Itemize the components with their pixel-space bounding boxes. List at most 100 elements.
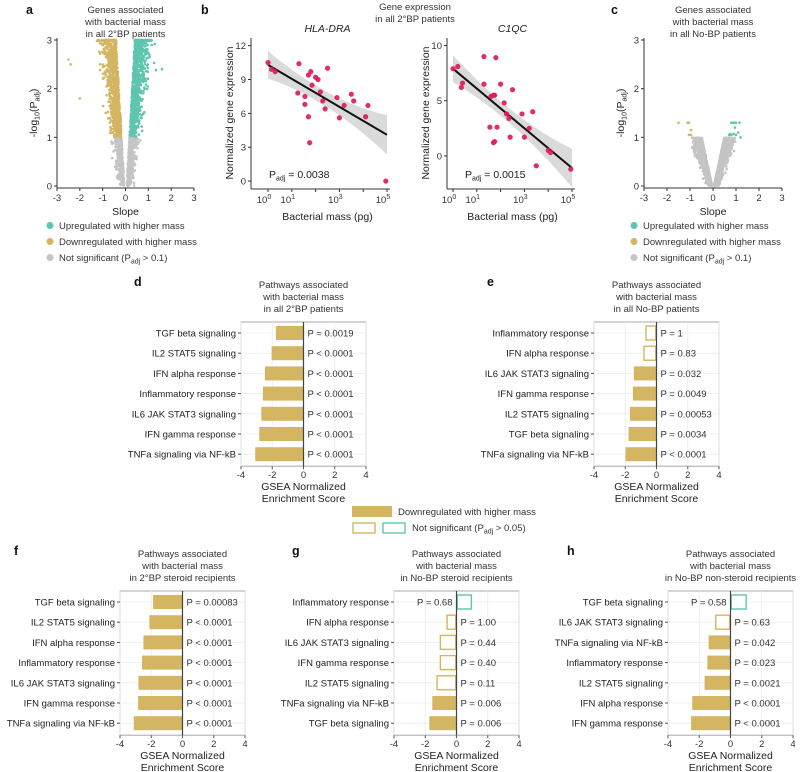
x-tick-label: -2 (76, 193, 84, 204)
gene-point (704, 159, 707, 162)
gene-point (121, 183, 125, 186)
gene-point (129, 161, 133, 164)
gene-point (69, 63, 72, 66)
gene-point (152, 61, 156, 65)
y-tick-label: 10 (431, 41, 442, 52)
gene-point (136, 109, 140, 113)
gene-point (120, 145, 123, 148)
gene-point (112, 110, 116, 114)
y-tick-label: 0 (241, 177, 246, 188)
sample-point (317, 89, 323, 95)
gene-point (132, 65, 136, 69)
gene-point (133, 142, 136, 146)
gene-point (142, 71, 145, 74)
gene-point (95, 39, 99, 42)
y-tick-label: 2 (47, 84, 52, 95)
regression-line (267, 63, 388, 136)
gene-point (134, 131, 138, 135)
gene-point (117, 136, 121, 140)
gene-point (114, 59, 117, 63)
y-axis-label: -log10​(Padj​) (615, 89, 629, 138)
gene-point (106, 39, 109, 42)
gene-point (139, 58, 143, 62)
gene-point (138, 51, 141, 54)
gene-point (108, 131, 112, 135)
gene-point (128, 172, 132, 176)
gene-point (111, 73, 114, 77)
gene-point (133, 50, 136, 53)
gene-point (142, 56, 146, 59)
gene-point (146, 63, 149, 66)
gene-point (101, 63, 105, 66)
sample-point (455, 63, 461, 70)
sample-point (320, 98, 326, 104)
gene-point (693, 152, 697, 155)
gene-point (724, 171, 727, 174)
plot-title: in all 2°BP patients (375, 14, 455, 25)
gene-point (114, 82, 118, 85)
gene-point (107, 42, 111, 45)
gene-point (146, 77, 150, 80)
gene-point (728, 140, 731, 144)
sample-point (492, 138, 498, 145)
gene-point (135, 101, 139, 105)
gene-point (134, 43, 137, 47)
gene-point (716, 171, 720, 175)
gene-point (143, 62, 147, 66)
gene-point (106, 75, 109, 79)
gene-point (131, 165, 135, 168)
gene-point (703, 155, 706, 158)
gene-point (117, 158, 120, 161)
gene-point (690, 136, 694, 140)
sample-point (481, 53, 487, 60)
plot-title: in all 2°BP patients (86, 29, 166, 40)
gene-point (125, 183, 129, 186)
sample-point (265, 59, 271, 66)
sample-point (450, 66, 456, 72)
gene-point (132, 54, 136, 57)
x-tick-label: 2 (169, 193, 174, 204)
gene-point (136, 146, 139, 150)
gene-point (113, 139, 117, 143)
gene-point (139, 116, 142, 119)
gene-point (111, 68, 115, 71)
gene-point (132, 110, 135, 113)
gene-point (118, 106, 122, 109)
gene-point (135, 51, 138, 54)
gene-point (140, 74, 143, 78)
gene-point (106, 82, 109, 86)
gene-point (138, 99, 141, 102)
x-tick-label: 105 (376, 194, 391, 206)
gene-point (704, 162, 708, 166)
gene-point (689, 128, 693, 132)
gene-point (732, 149, 736, 153)
gene-point (138, 47, 141, 50)
gene-point (131, 91, 135, 95)
gene-point (101, 51, 105, 55)
gene-point (134, 116, 138, 120)
gene-point (116, 71, 119, 75)
gene-point (140, 98, 143, 102)
x-axis-label: Slope (112, 206, 139, 218)
gene-point (698, 148, 701, 151)
gene-point (139, 67, 143, 70)
gene-point (131, 113, 135, 117)
gene-point (116, 139, 119, 143)
gene-point (127, 173, 130, 177)
x-tick-label: 1 (733, 193, 738, 204)
y-tick-label: 2 (634, 84, 639, 95)
y-axis-label: Normalized gene expression (224, 46, 236, 179)
gene-point (98, 42, 102, 45)
gene-point (107, 100, 110, 103)
gene-point (121, 179, 125, 183)
gene-point (114, 94, 117, 98)
gene-point (119, 142, 123, 145)
gene-point (115, 129, 118, 133)
gene-point (139, 42, 142, 46)
gene-point (138, 139, 142, 142)
gene-point (131, 83, 134, 87)
y-tick-label: 3 (47, 36, 52, 47)
sample-point (568, 166, 574, 172)
gene-point (106, 47, 109, 51)
